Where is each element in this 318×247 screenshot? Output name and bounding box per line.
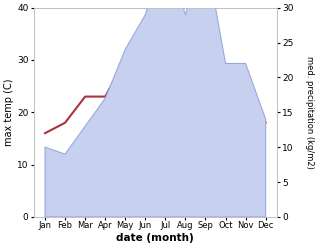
Y-axis label: max temp (C): max temp (C) [4, 79, 14, 146]
Y-axis label: med. precipitation (kg/m2): med. precipitation (kg/m2) [305, 56, 314, 169]
X-axis label: date (month): date (month) [116, 233, 194, 243]
